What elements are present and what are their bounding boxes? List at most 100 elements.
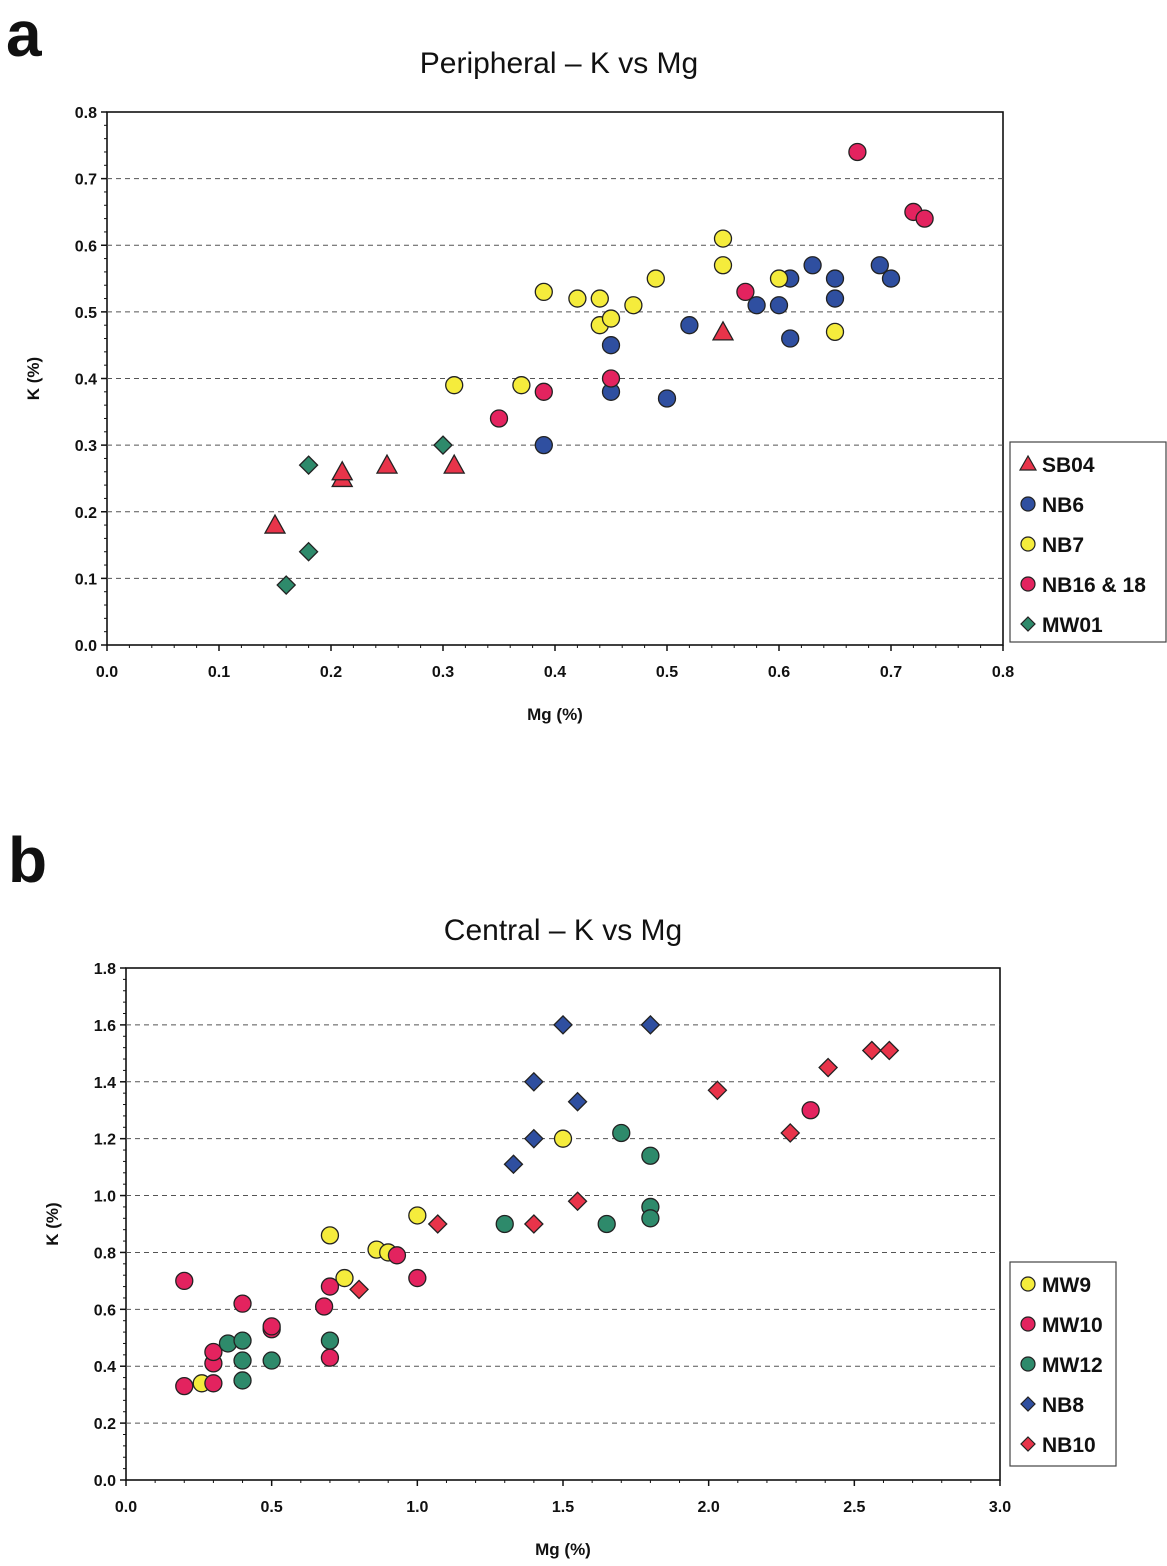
y-tick-label: 0.4 xyxy=(75,372,97,389)
data-point-nb10 xyxy=(567,1191,588,1212)
legend-marker-mw12 xyxy=(1020,1356,1036,1372)
data-point-nb6 xyxy=(870,256,889,275)
legend-marker-nb6 xyxy=(1020,496,1036,512)
y-tick-label: 0.6 xyxy=(94,1302,116,1319)
panel-letter-b: b xyxy=(8,824,48,896)
data-point-mw10 xyxy=(320,1348,340,1367)
legend-marker-nb7 xyxy=(1020,536,1036,552)
data-point-nb6 xyxy=(825,289,845,308)
data-point-mw10 xyxy=(204,1342,223,1362)
data-point-mw10 xyxy=(262,1317,281,1336)
y-tick-label: 0.0 xyxy=(94,1473,116,1490)
x-tick-label: 0.1 xyxy=(208,664,230,681)
y-tick-label: 0.1 xyxy=(75,571,97,588)
data-point-mw01 xyxy=(433,435,453,456)
data-point-nb16-18 xyxy=(534,382,553,401)
data-point-nb6 xyxy=(781,329,800,348)
x-tick-label: 1.5 xyxy=(552,1499,574,1516)
data-point-nb7 xyxy=(769,269,789,288)
x-axis-label: Mg (%) xyxy=(527,705,583,724)
data-point-sb04 xyxy=(711,320,735,341)
data-point-nb10 xyxy=(861,1040,882,1061)
x-tick-label: 0.6 xyxy=(768,664,790,681)
data-point-sb04 xyxy=(375,453,399,474)
data-point-mw12 xyxy=(612,1123,631,1143)
data-point-sb04 xyxy=(331,460,354,481)
data-point-mw12 xyxy=(495,1214,514,1234)
x-tick-label: 2.5 xyxy=(843,1499,865,1516)
data-point-mw9 xyxy=(408,1206,427,1225)
data-point-mw12 xyxy=(262,1351,281,1370)
data-point-mw10 xyxy=(387,1246,407,1265)
data-point-mw01 xyxy=(276,575,297,595)
data-point-mw10 xyxy=(233,1294,252,1313)
y-tick-label: 1.2 xyxy=(94,1132,116,1149)
data-point-nb6 xyxy=(747,296,766,315)
legend-marker-mw9 xyxy=(1020,1276,1036,1292)
y-tick-label: 0.4 xyxy=(94,1359,116,1376)
data-point-nb8 xyxy=(640,1014,661,1035)
legend-label-nb6: NB6 xyxy=(1042,494,1084,517)
data-point-mw12 xyxy=(641,1209,660,1228)
data-point-nb16-18 xyxy=(489,409,509,428)
data-point-nb7 xyxy=(646,269,665,288)
data-point-nb10 xyxy=(818,1057,839,1078)
data-point-nb6 xyxy=(825,269,845,288)
data-point-nb7 xyxy=(713,229,733,248)
legend-marker-nb10 xyxy=(1020,1436,1036,1452)
y-tick-label: 0.7 xyxy=(75,172,97,189)
x-tick-label: 0.8 xyxy=(992,664,1014,681)
legend-box xyxy=(1009,441,1167,643)
data-point-mw10 xyxy=(801,1101,820,1120)
y-tick-label: 1.0 xyxy=(94,1189,116,1206)
data-point-mw12 xyxy=(320,1331,340,1350)
y-axis-label: K (%) xyxy=(43,1202,62,1245)
legend-marker-mw10 xyxy=(1020,1316,1036,1332)
legend-label-mw10: MW10 xyxy=(1042,1314,1103,1337)
data-point-mw12 xyxy=(597,1214,616,1234)
legend-label-mw01: MW01 xyxy=(1042,614,1103,637)
y-tick-label: 0.8 xyxy=(75,105,97,122)
y-tick-label: 0.8 xyxy=(94,1245,116,1262)
data-point-sb04 xyxy=(443,453,466,474)
data-point-nb7 xyxy=(601,309,621,328)
data-point-nb8 xyxy=(553,1014,573,1035)
x-tick-label: 0.7 xyxy=(880,664,902,681)
data-point-mw10 xyxy=(175,1376,194,1396)
data-point-mw01 xyxy=(298,455,319,476)
data-point-mw10 xyxy=(314,1297,334,1316)
y-tick-label: 0.5 xyxy=(75,305,97,322)
y-tick-label: 0.2 xyxy=(75,505,97,522)
data-point-mw10 xyxy=(204,1374,223,1393)
data-point-nb7 xyxy=(568,289,587,308)
data-point-nb7 xyxy=(534,282,553,302)
data-point-nb8 xyxy=(523,1071,544,1092)
y-tick-label: 0.3 xyxy=(75,438,97,455)
data-point-nb6 xyxy=(680,316,699,335)
data-point-nb16-18 xyxy=(915,209,934,228)
data-point-nb7 xyxy=(713,256,733,275)
data-point-mw10 xyxy=(175,1271,194,1291)
data-point-nb10 xyxy=(879,1040,900,1061)
x-tick-label: 0.5 xyxy=(656,664,678,681)
data-point-mw9 xyxy=(553,1129,573,1148)
data-point-mw10 xyxy=(408,1268,427,1288)
data-point-nb16-18 xyxy=(848,142,867,162)
y-tick-label: 0.6 xyxy=(75,238,97,255)
y-tick-label: 1.8 xyxy=(94,961,116,978)
data-point-mw9 xyxy=(320,1226,340,1245)
x-tick-label: 0.5 xyxy=(261,1499,283,1516)
legend-label-sb04: SB04 xyxy=(1042,454,1095,477)
data-point-sb04 xyxy=(263,513,287,534)
data-point-nb6 xyxy=(769,296,789,315)
data-point-mw10 xyxy=(320,1277,340,1296)
data-point-mw12 xyxy=(233,1331,252,1350)
x-tick-label: 0.3 xyxy=(432,664,454,681)
data-point-nb10 xyxy=(780,1123,801,1143)
chart-peripheral-k-vs-mg: Peripheral – K vs Mg 0.0 0.1 0.2 0.3 0.4 0.5 0.… xyxy=(24,47,1167,724)
data-point-nb10 xyxy=(707,1080,728,1101)
data-point-nb10 xyxy=(349,1279,369,1300)
data-point-nb8 xyxy=(523,1128,544,1149)
x-tick-label: 0.4 xyxy=(544,664,566,681)
data-point-nb7 xyxy=(445,376,464,395)
